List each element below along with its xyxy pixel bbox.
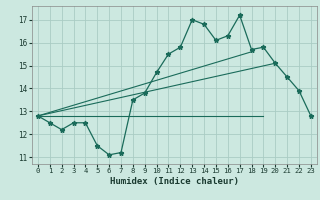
X-axis label: Humidex (Indice chaleur): Humidex (Indice chaleur): [110, 177, 239, 186]
